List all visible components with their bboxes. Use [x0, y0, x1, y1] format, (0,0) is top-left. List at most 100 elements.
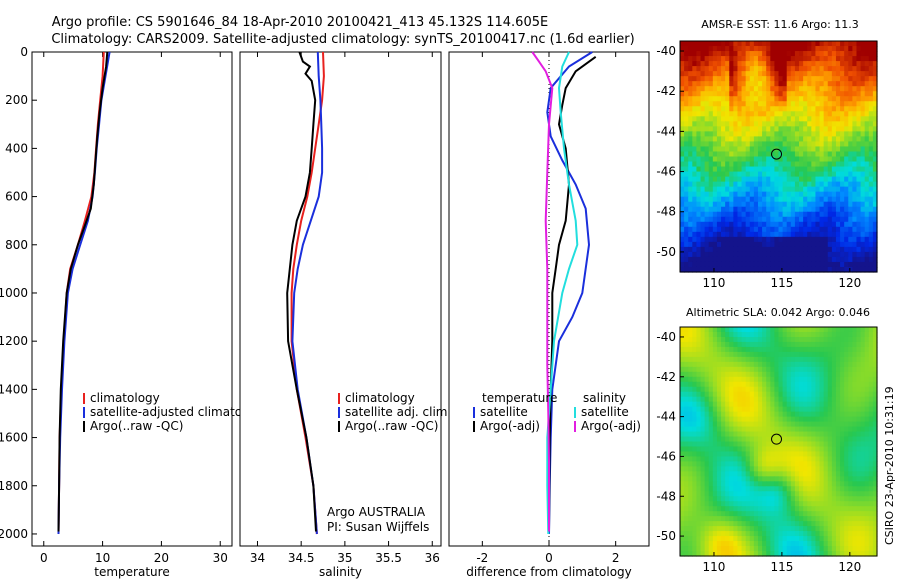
sst-cell — [778, 56, 784, 62]
sst-cell — [733, 81, 739, 87]
sst-cell — [741, 136, 747, 143]
sla-cell — [831, 501, 837, 507]
sla-cell — [840, 491, 845, 497]
sla-cell — [868, 446, 874, 453]
sla-cell — [807, 536, 812, 542]
sst-cell — [766, 121, 771, 127]
sla-cell — [856, 376, 862, 383]
temperature-xtick-label: 30 — [213, 551, 228, 565]
sla-cell — [692, 476, 698, 482]
sla-cell — [790, 327, 796, 333]
sla-cell — [823, 551, 829, 557]
sla-cell — [745, 546, 751, 552]
sla-cell — [823, 366, 829, 373]
sla-cell — [757, 471, 763, 477]
sst-cell — [799, 41, 804, 47]
sst-cell — [708, 221, 714, 228]
sla-cell — [737, 456, 743, 463]
sst-cell — [831, 116, 837, 122]
sst-cell — [762, 156, 767, 163]
sla-cell — [712, 331, 718, 338]
sst-cell — [811, 216, 817, 223]
sst-cell — [745, 251, 751, 258]
sst-cell — [856, 86, 862, 92]
sla-cell — [770, 441, 775, 448]
sst-cell — [786, 56, 792, 62]
sla-cell — [716, 481, 722, 487]
sla-cell — [700, 381, 706, 388]
sst-cell — [852, 206, 858, 213]
sst-cell — [766, 161, 771, 168]
sla-cell — [688, 456, 693, 463]
sla-cell — [753, 327, 759, 333]
sla-cell — [680, 356, 685, 363]
sst-cell — [827, 121, 833, 127]
sst-cell — [807, 121, 812, 127]
sla-cell — [770, 361, 775, 368]
sla-cell — [700, 436, 706, 443]
sst-cell — [737, 246, 743, 253]
sla-cell — [721, 391, 726, 398]
sla-cell — [786, 541, 792, 547]
sla-cell — [790, 371, 796, 378]
sla-cell — [757, 327, 763, 333]
sla-cell — [852, 341, 858, 348]
sla-cell — [696, 331, 702, 338]
sla-cell — [782, 476, 788, 482]
sla-cell — [774, 506, 780, 512]
sla-cell — [807, 356, 812, 363]
sla-cell — [745, 331, 751, 338]
sla-cell — [856, 466, 862, 472]
sla-cell — [737, 521, 743, 527]
sla-cell — [782, 416, 788, 423]
sst-cell — [872, 136, 878, 143]
sst-cell — [733, 141, 739, 148]
sla-cell — [782, 336, 788, 343]
sst-cell — [684, 241, 689, 248]
sla-cell — [753, 541, 759, 547]
sst-cell — [737, 241, 743, 248]
sst-cell — [688, 176, 693, 183]
sst-cell — [712, 91, 718, 97]
sla-cell — [856, 451, 862, 458]
sla-cell — [872, 411, 878, 418]
sst-cell — [786, 241, 792, 248]
sla-cell — [700, 336, 706, 343]
sla-cell — [741, 516, 747, 522]
sst-cell — [860, 176, 866, 183]
sst-cell — [721, 221, 726, 228]
sla-cell — [807, 441, 812, 448]
sst-cell — [741, 81, 747, 87]
sst-cell — [716, 176, 722, 183]
sla-cell — [733, 356, 739, 363]
sst-cell — [790, 86, 796, 92]
sst-cell — [716, 151, 722, 158]
sst-cell — [737, 216, 743, 223]
sst-cell — [868, 161, 874, 168]
sla-cell — [725, 531, 730, 537]
sla-cell — [692, 336, 698, 343]
sla-cell — [831, 451, 837, 458]
sla-cell — [856, 371, 862, 378]
sla-cell — [753, 341, 759, 348]
sla-cell — [766, 501, 771, 507]
sst-cell — [856, 126, 862, 132]
sst-cell — [712, 76, 718, 82]
sla-cell — [692, 327, 698, 333]
sst-cell — [803, 91, 808, 97]
sst-cell — [725, 56, 730, 62]
sla-cell — [856, 421, 862, 428]
sst-cell — [680, 181, 685, 188]
sla-cell — [762, 516, 767, 522]
sst-cell — [770, 141, 775, 148]
difference-salinity-legend-label: Argo(-adj) — [581, 419, 641, 433]
sla-cell — [749, 531, 755, 537]
sla-cell — [840, 461, 845, 467]
sla-cell — [708, 351, 714, 358]
sst-cell — [827, 86, 833, 92]
sla-cell — [770, 406, 775, 413]
sla-cell — [803, 546, 808, 552]
sst-cell — [753, 136, 759, 143]
sla-cell — [835, 426, 841, 433]
sst-cell — [782, 241, 788, 248]
